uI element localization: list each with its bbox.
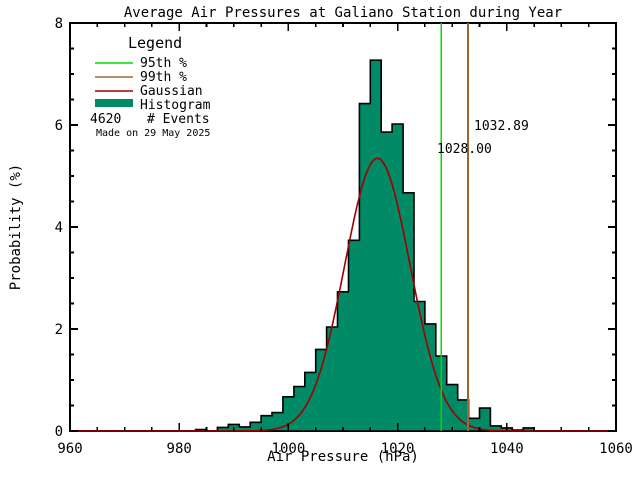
axis-ticks <box>69 22 617 432</box>
x-tick-label: 980 <box>167 441 192 457</box>
x-tick-label: 1020 <box>381 441 415 457</box>
legend-swatch-histogram <box>95 99 133 107</box>
histogram-series <box>194 59 535 432</box>
percentile-99-label: 1032.89 <box>474 119 529 134</box>
percentile-95-label: 1028.00 <box>437 142 492 157</box>
gaussian-path <box>70 157 616 432</box>
y-tick-label: 2 <box>55 322 63 338</box>
legend-entry-label: Histogram <box>140 98 211 113</box>
y-tick-labels: 0 2 4 6 8 <box>55 16 63 440</box>
legend-entry-label: Gaussian <box>140 84 203 99</box>
histogram-path <box>194 59 535 432</box>
y-axis-label: Probability (%) <box>8 164 24 290</box>
y-tick-label: 8 <box>55 16 63 32</box>
percentile-lines <box>440 23 469 431</box>
x-tick-label: 1000 <box>272 441 306 457</box>
x-tick-labels: 960 980 1000 1020 1040 1060 <box>57 441 633 457</box>
x-tick-label: 960 <box>57 441 82 457</box>
y-tick-label: 4 <box>55 220 63 236</box>
chart-title: Average Air Pressures at Galiano Station… <box>124 5 562 21</box>
legend-entry-label: 99th % <box>140 70 187 85</box>
watermark-text: Made on 29 May 2025 <box>96 128 210 139</box>
y-tick-label: 6 <box>55 118 63 134</box>
legend-title: Legend <box>128 34 182 52</box>
x-tick-label: 1040 <box>490 441 524 457</box>
gaussian-curve <box>70 157 616 432</box>
x-axis-label: Air Pressure (hPa) <box>267 449 419 465</box>
x-tick-label: 1060 <box>599 441 633 457</box>
y-tick-label: 0 <box>55 424 63 440</box>
events-count: 4620 <box>90 112 121 127</box>
legend-entry-label: 95th % <box>140 56 187 71</box>
events-label: # Events <box>147 112 210 127</box>
